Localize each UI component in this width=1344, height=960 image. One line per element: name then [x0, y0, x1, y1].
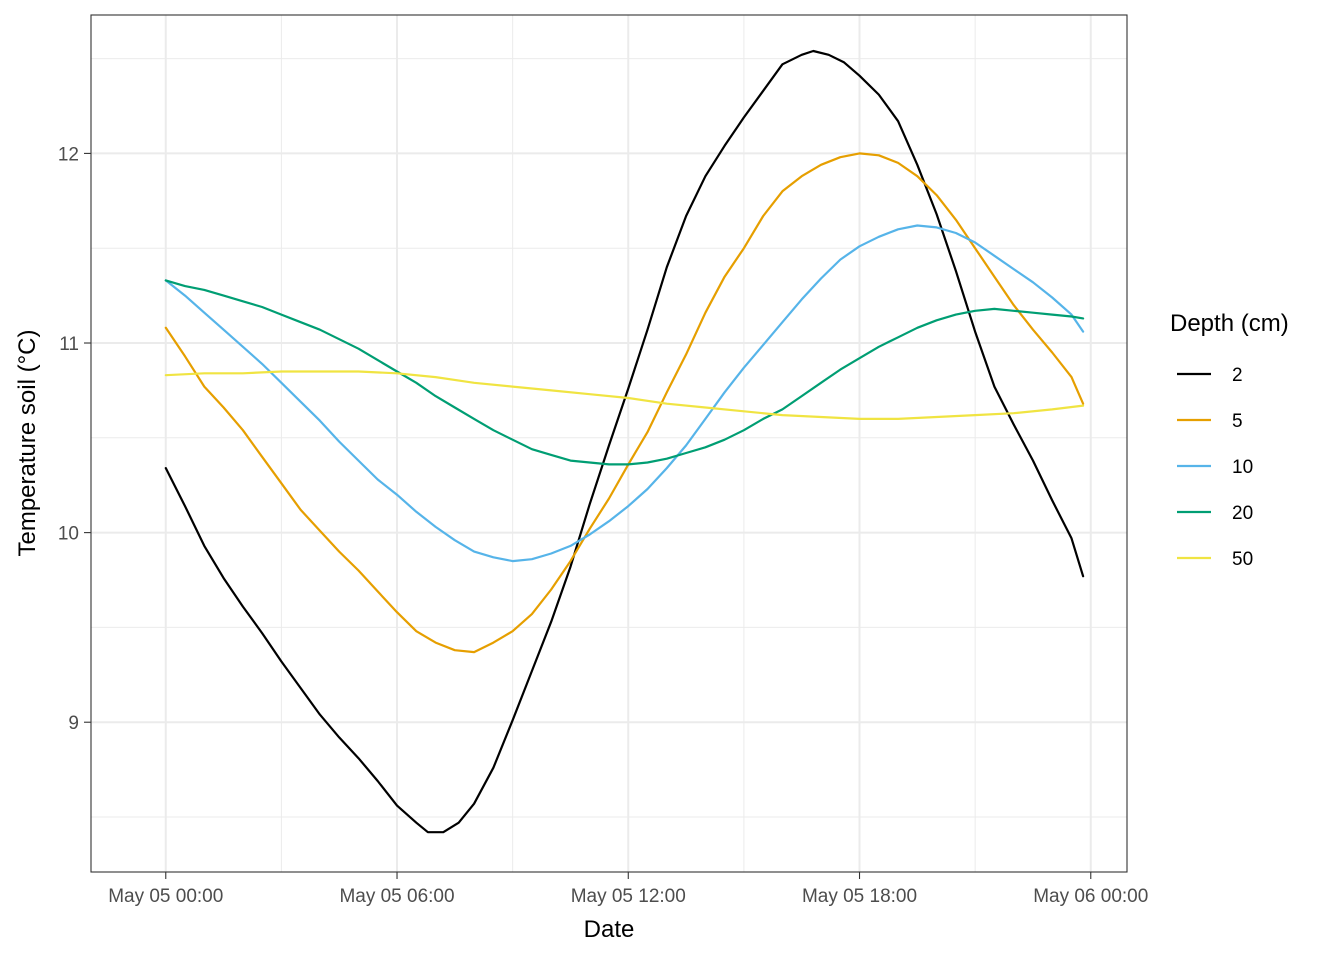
- x-tick-label: May 05 00:00: [108, 886, 223, 907]
- series-line-20cm: [164, 279, 1085, 466]
- x-tick-label: May 05 18:00: [802, 886, 917, 907]
- series-line-2cm: [164, 49, 1085, 834]
- legend-label-20: 20: [1232, 503, 1253, 524]
- x-tick-label: May 05 06:00: [339, 886, 454, 907]
- legend-label-2: 2: [1232, 365, 1243, 386]
- series-line-10cm: [164, 224, 1085, 563]
- major-gridlines: [91, 15, 1127, 872]
- y-tick-label: 12: [58, 144, 79, 165]
- minor-gridlines: [91, 15, 1127, 872]
- series-lines: [164, 49, 1085, 834]
- legend: Depth (cm) 2 5 10 20 50: [1170, 310, 1289, 570]
- y-tick-label: 11: [59, 334, 79, 355]
- y-tick-label: 9: [68, 713, 79, 734]
- y-axis-title: Temperature soil (°C): [14, 330, 41, 557]
- legend-label-50: 50: [1232, 549, 1253, 570]
- x-axis-title: Date: [584, 916, 635, 943]
- x-tick-label: May 05 12:00: [571, 886, 686, 907]
- legend-label-10: 10: [1232, 457, 1253, 478]
- legend-title: Depth (cm): [1170, 310, 1289, 337]
- y-axis: 9 10 11 12: [58, 144, 91, 734]
- series-line-50cm: [164, 370, 1085, 420]
- x-axis: May 05 00:00 May 05 06:00 May 05 12:00 May …: [108, 872, 1148, 907]
- plot-border: [90, 14, 1128, 873]
- y-tick-label: 10: [58, 524, 79, 545]
- legend-label-5: 5: [1232, 411, 1243, 432]
- x-tick-label: May 06 00:00: [1033, 886, 1148, 907]
